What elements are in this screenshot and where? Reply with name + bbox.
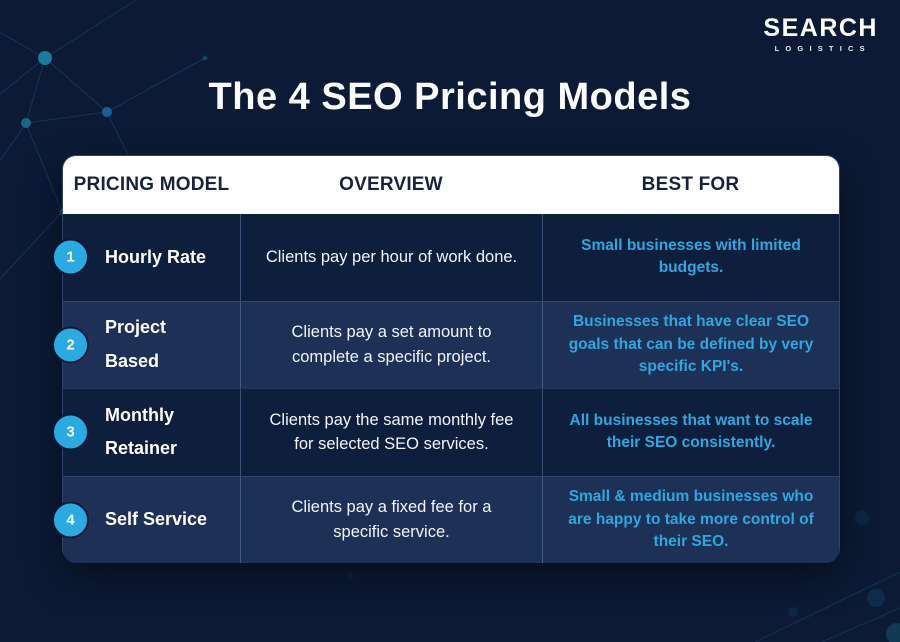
overview-cell: Clients pay per hour of work done.	[240, 214, 542, 301]
pricing-model-cell: 3 Monthly Retainer	[52, 389, 240, 476]
pricing-model-name: Monthly Retainer	[105, 404, 178, 459]
best-for-cell: All businesses that want to scale their …	[542, 389, 839, 476]
column-header-overview: OVERVIEW	[339, 174, 443, 195]
pricing-model-cell: 4 Self Service	[52, 477, 240, 564]
overview-text: Clients pay a set amount to complete a s…	[291, 323, 492, 366]
overview-cell: Clients pay the same monthly fee for sel…	[240, 389, 542, 476]
logo-wordmark: SEARCH	[763, 14, 878, 42]
pricing-model-cell: 2 Project Based	[52, 302, 240, 389]
best-for-cell: Businesses that have clear SEO goals tha…	[542, 301, 839, 388]
best-for-text: Businesses that have clear SEO goals tha…	[568, 313, 814, 375]
pricing-model-name: Self Service	[105, 509, 208, 530]
page-title: The 4 SEO Pricing Models	[208, 76, 692, 118]
pricing-model-name: Hourly Rate	[105, 246, 207, 267]
pricing-model-cell: 1 Hourly Rate	[52, 214, 240, 301]
overview-text: Clients pay the same monthly fee for sel…	[269, 410, 514, 454]
row-number-badge: 1	[52, 238, 89, 276]
row-number-badge: 2	[52, 326, 89, 364]
best-for-cell: Small & medium businesses who are happy …	[542, 476, 839, 563]
row-number-badge: 3	[52, 413, 89, 451]
logo-tagline: LOGISTICS	[774, 44, 871, 53]
best-for-text: All businesses that want to scale their …	[569, 411, 813, 452]
row-number-badge: 4	[52, 501, 89, 539]
overview-cell: Clients pay a fixed fee for a specific s…	[240, 476, 542, 563]
table-body: 1 Hourly Rate Clients pay per hour of wo…	[52, 214, 839, 564]
table-row: 3 Monthly Retainer Clients pay the same …	[52, 388, 839, 476]
table-row: 1 Hourly Rate Clients pay per hour of wo…	[52, 214, 839, 301]
table-row: 2 Project Based Clients pay a set amount…	[52, 300, 839, 389]
search-logistics-logo: SEARCH LOGISTICS	[763, 14, 878, 54]
table-row: 4 Self Service Clients pay a fixed fee f…	[52, 475, 839, 564]
pricing-models-table: PRICING MODEL OVERVIEW BEST FOR 1 Hourly…	[52, 155, 840, 564]
overview-text: Clients pay per hour of work done.	[265, 247, 518, 266]
best-for-text: Small & medium businesses who are happy …	[568, 488, 814, 550]
column-header-pricing-model: PRICING MODEL	[73, 174, 230, 195]
pricing-model-name: Project Based	[105, 317, 167, 371]
best-for-cell: Small businesses with limited budgets.	[542, 214, 839, 301]
table-header-row: PRICING MODEL OVERVIEW BEST FOR	[63, 156, 839, 214]
best-for-text: Small businesses with limited budgets.	[581, 236, 801, 277]
column-header-best-for: BEST FOR	[641, 174, 740, 195]
overview-cell: Clients pay a set amount to complete a s…	[240, 301, 542, 388]
overview-text: Clients pay a fixed fee for a specific s…	[291, 498, 492, 541]
